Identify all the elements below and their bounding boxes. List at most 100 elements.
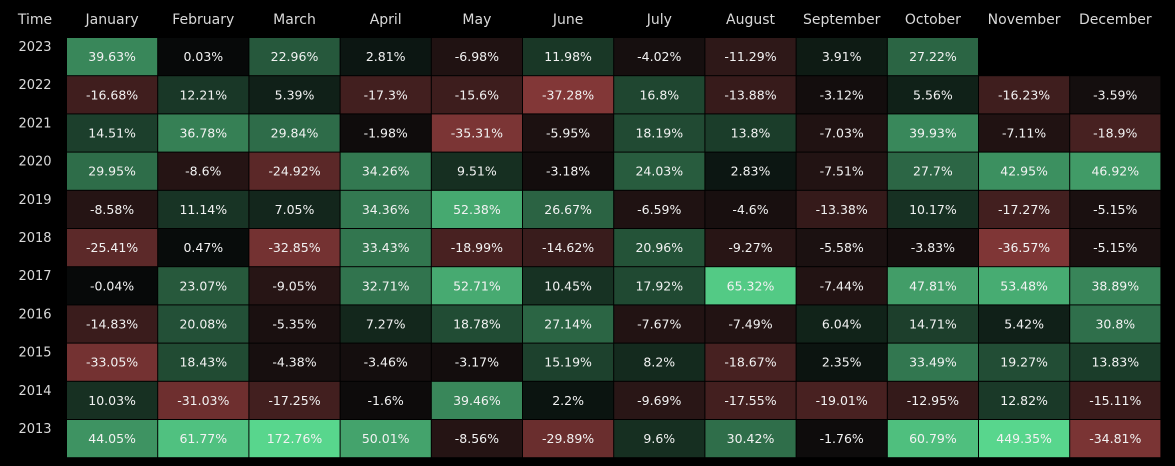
cell-rect	[614, 305, 705, 343]
column-header-may: May	[462, 12, 491, 28]
cell-value-label: 12.82%	[1000, 393, 1048, 408]
cell-rect	[249, 267, 340, 305]
cell-value-label: 38.89%	[1091, 278, 1139, 293]
cell-rect	[979, 305, 1070, 343]
heatmap-cell-2022-july: 16.8%	[614, 76, 705, 114]
cell-value-label: -13.38%	[816, 202, 868, 217]
cell-rect	[1070, 305, 1161, 343]
heatmap-cell-2013-april: 50.01%	[340, 420, 431, 458]
heatmap-cell-2021-august: 13.8%	[705, 114, 796, 152]
cell-value-label: -3.59%	[1093, 87, 1137, 102]
heatmap-cell-2015-june: 15.19%	[523, 343, 614, 381]
heatmap-cell-2017-december: 38.89%	[1070, 267, 1161, 305]
cell-rect	[614, 343, 705, 381]
cell-rect	[249, 190, 340, 228]
heatmap-cell-2022-august: -13.88%	[705, 76, 796, 114]
cell-value-label: 13.83%	[1091, 355, 1139, 370]
cell-rect	[67, 305, 158, 343]
heatmap-cell-2018-august: -9.27%	[705, 229, 796, 267]
cell-rect	[887, 152, 978, 190]
cell-rect	[614, 229, 705, 267]
cell-value-label: -8.6%	[185, 164, 221, 179]
heatmap-cell-2019-december: -5.15%	[1070, 190, 1161, 228]
cell-rect	[1070, 152, 1161, 190]
cell-value-label: 30.8%	[1095, 317, 1135, 332]
cell-rect	[158, 190, 249, 228]
heatmap-cell-2014-february: -31.03%	[158, 381, 249, 419]
cell-rect	[796, 267, 887, 305]
cell-value-label: -12.95%	[907, 393, 959, 408]
column-header-june: June	[552, 12, 584, 28]
cell-rect	[523, 420, 614, 458]
cell-value-label: -1.76%	[820, 431, 864, 446]
heatmap-cell-2016-april: 7.27%	[340, 305, 431, 343]
cell-rect	[705, 267, 796, 305]
heatmap-cell-2013-september: -1.76%	[796, 420, 887, 458]
cell-rect	[705, 190, 796, 228]
row-label-2014: 2014	[18, 384, 51, 399]
heatmap-cell-2019-november: -17.27%	[979, 190, 1070, 228]
heatmap-cell-2020-june: -3.18%	[523, 152, 614, 190]
cell-value-label: 27.22%	[909, 49, 957, 64]
cell-value-label: 2.83%	[731, 164, 771, 179]
cell-value-label: -8.56%	[455, 431, 499, 446]
heatmap-cell-2016-july: -7.67%	[614, 305, 705, 343]
heatmap-cell-2016-august: -7.49%	[705, 305, 796, 343]
cell-value-label: 27.7%	[913, 164, 953, 179]
cell-value-label: -17.3%	[364, 87, 408, 102]
cell-rect	[979, 152, 1070, 190]
heatmap-cell-2017-june: 10.45%	[523, 267, 614, 305]
cell-rect	[705, 381, 796, 419]
cell-value-label: -3.17%	[455, 355, 499, 370]
cell-value-label: 19.27%	[1000, 355, 1048, 370]
heatmap-cell-2020-august: 2.83%	[705, 152, 796, 190]
cell-rect	[1070, 420, 1161, 458]
cell-rect	[340, 267, 431, 305]
heatmap-cell-2016-october: 14.71%	[887, 305, 978, 343]
cell-value-label: -5.95%	[546, 126, 590, 141]
cell-value-label: -16.23%	[998, 87, 1050, 102]
cell-value-label: 12.21%	[179, 87, 227, 102]
cell-rect	[158, 267, 249, 305]
heatmap-cell-2018-february: 0.47%	[158, 229, 249, 267]
cell-rect	[979, 190, 1070, 228]
cell-value-label: 34.36%	[362, 202, 410, 217]
cell-value-label: 10.45%	[544, 278, 592, 293]
cell-rect	[887, 267, 978, 305]
cell-value-label: -3.12%	[820, 87, 864, 102]
heatmap-cell-2015-february: 18.43%	[158, 343, 249, 381]
heatmap-cell-2020-march: -24.92%	[249, 152, 340, 190]
cell-rect	[158, 152, 249, 190]
heatmap-cell-2019-april: 34.36%	[340, 190, 431, 228]
heatmap-cell-2014-march: -17.25%	[249, 381, 340, 419]
heatmap-cell-2017-march: -9.05%	[249, 267, 340, 305]
cell-rect	[340, 343, 431, 381]
cell-value-label: 6.04%	[822, 317, 862, 332]
heatmap-cell-2015-may: -3.17%	[431, 343, 522, 381]
cell-rect	[614, 114, 705, 152]
heatmap-cell-2017-october: 47.81%	[887, 267, 978, 305]
cell-rect	[979, 381, 1070, 419]
heatmap-cell-2019-september: -13.38%	[796, 190, 887, 228]
cell-value-label: 44.05%	[88, 431, 136, 446]
heatmap-cell-2022-september: -3.12%	[796, 76, 887, 114]
cell-rect	[431, 76, 522, 114]
heatmap-cell-2022-march: 5.39%	[249, 76, 340, 114]
heatmap-cell-2019-january: -8.58%	[67, 190, 158, 228]
cell-rect	[796, 229, 887, 267]
cell-value-label: -3.18%	[546, 164, 590, 179]
heatmap-cell-2014-may: 39.46%	[431, 381, 522, 419]
cell-value-label: -35.31%	[451, 126, 503, 141]
cell-rect	[340, 381, 431, 419]
cell-value-label: 10.03%	[88, 393, 136, 408]
cell-rect	[158, 38, 249, 76]
cell-value-label: 32.71%	[362, 278, 410, 293]
cell-rect	[523, 38, 614, 76]
cell-value-label: -9.27%	[728, 240, 772, 255]
cell-value-label: -18.99%	[451, 240, 503, 255]
cell-rect	[705, 114, 796, 152]
cell-value-label: 53.48%	[1000, 278, 1048, 293]
heatmap-cell-2015-january: -33.05%	[67, 343, 158, 381]
cell-value-label: -7.49%	[728, 317, 772, 332]
cell-rect	[614, 152, 705, 190]
